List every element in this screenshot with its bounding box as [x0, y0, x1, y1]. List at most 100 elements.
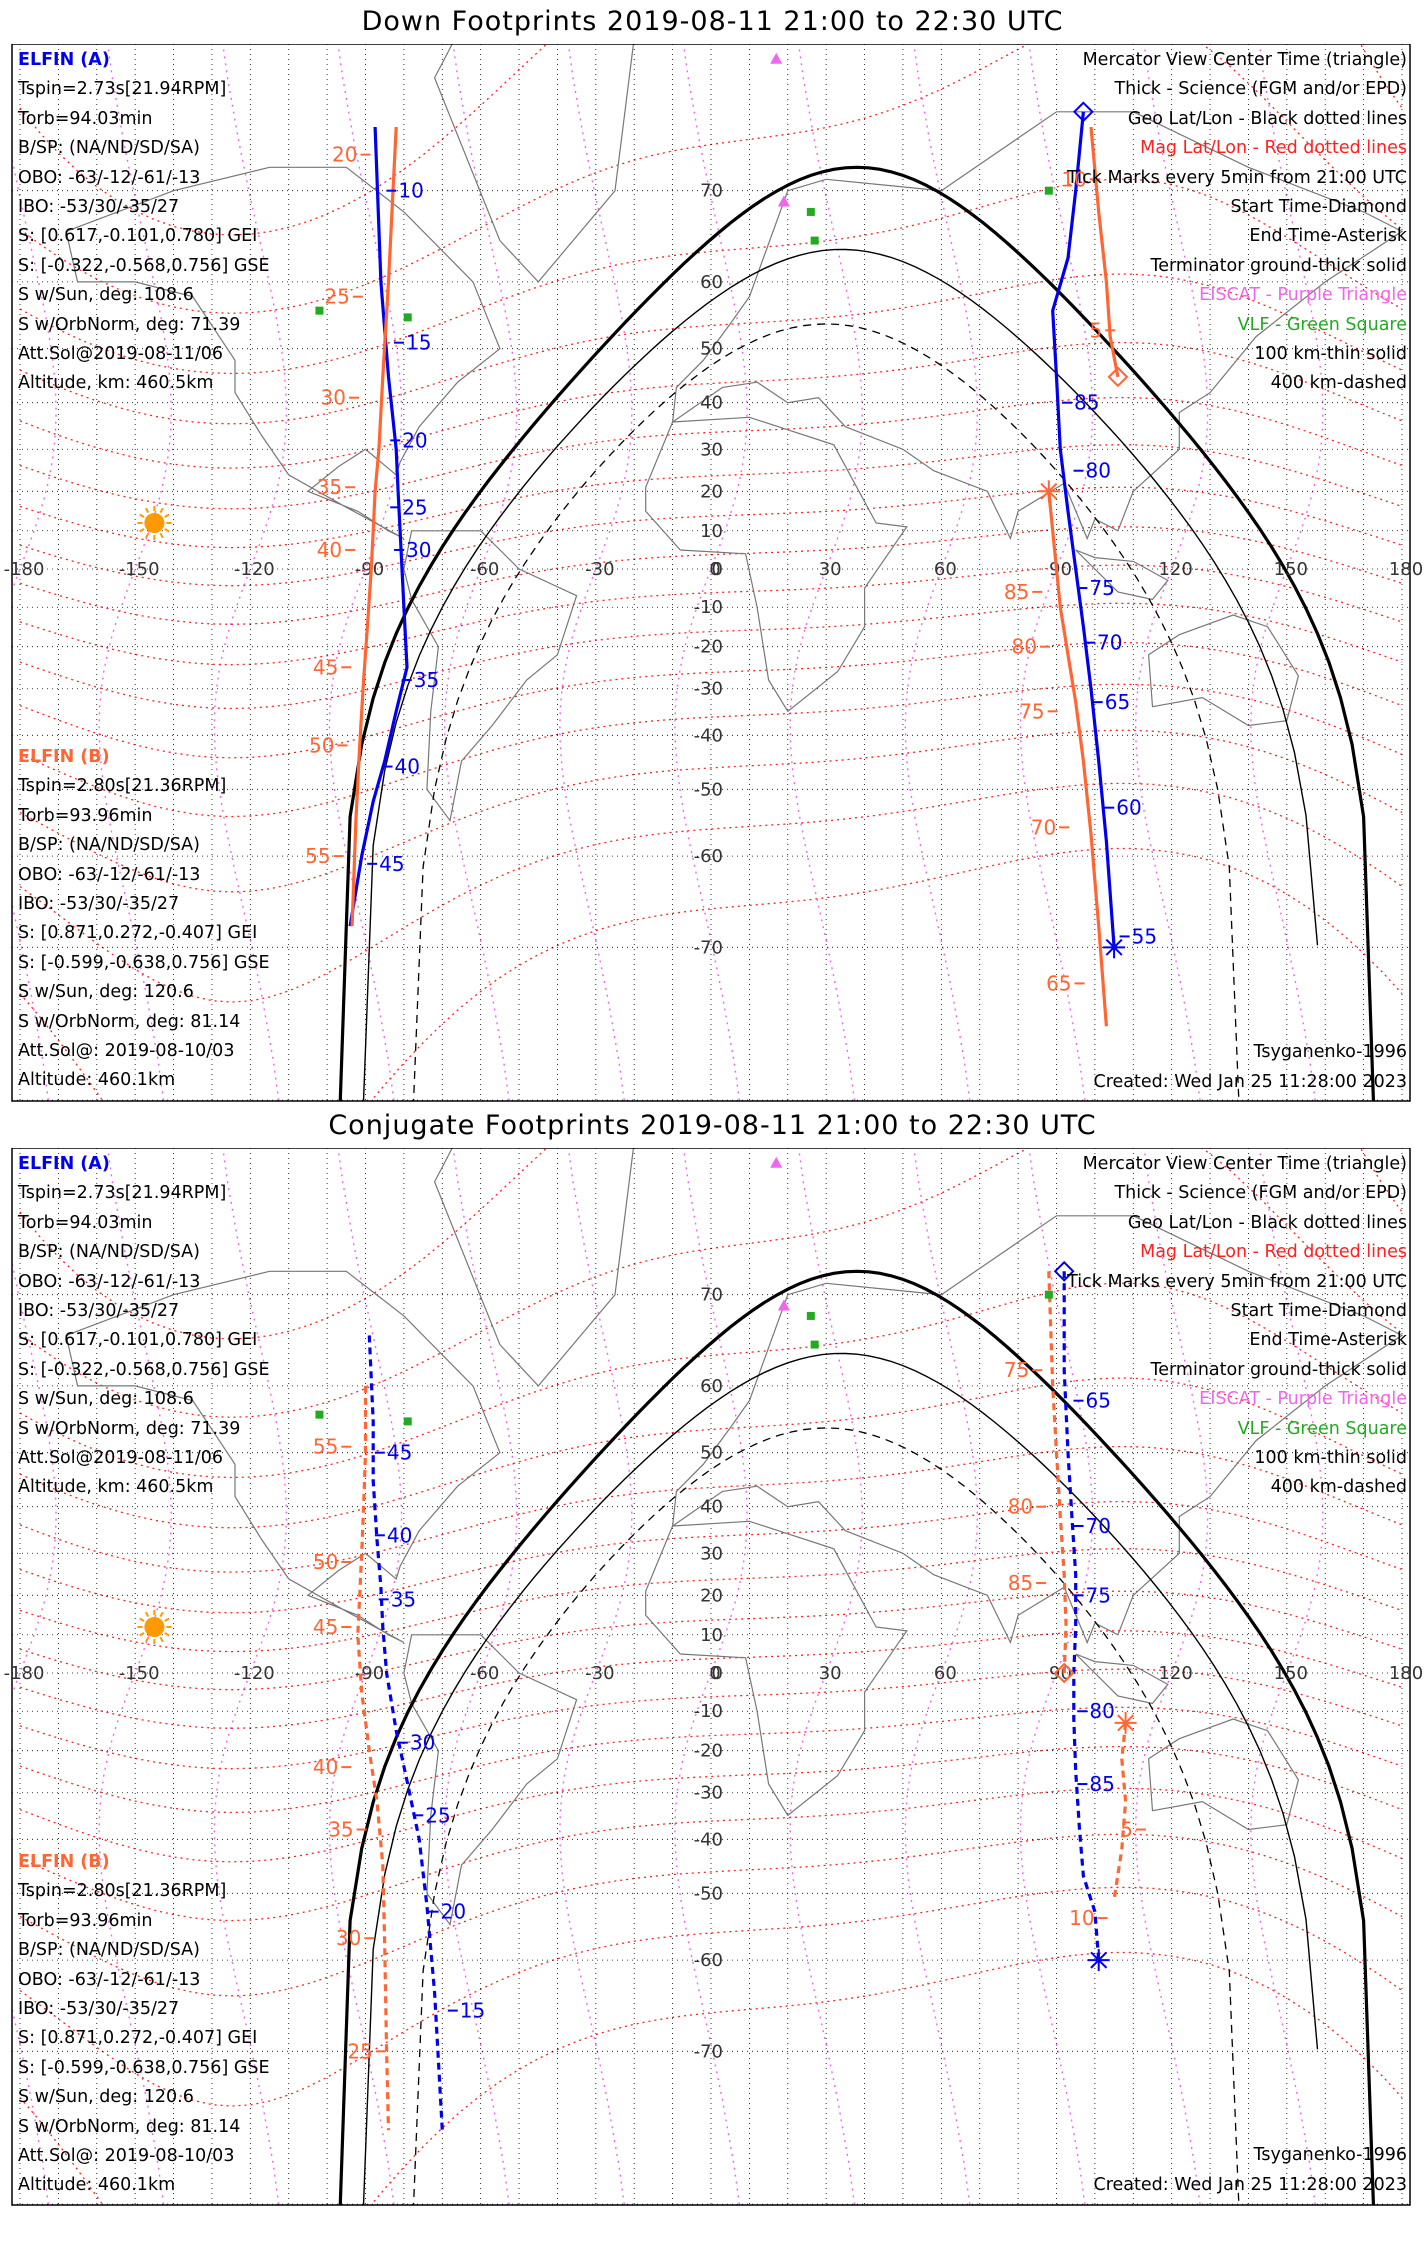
elfin-a-tick-label: 75	[1086, 1583, 1111, 1607]
elfin-b-tick-label: 35	[317, 475, 342, 499]
sun-ray	[164, 528, 170, 533]
asterisk-stroke	[1117, 1714, 1135, 1732]
info-line: OBO: -63/-12/-61/-13	[18, 1969, 201, 1990]
elfin-a-info-conjugate: ELFIN (A) Tspin=2.73s[21.94RPM] Torb=94.03…	[18, 1150, 270, 1503]
terminator-100km	[362, 1352, 1319, 2205]
sun-ray	[139, 528, 145, 533]
map-content	[12, 1148, 1410, 2205]
mag-latitude-line	[19, 1951, 1403, 2205]
info-line: S: [0.617,-0.101,0.780] GEI	[18, 226, 258, 247]
elfin-a-start-diamond	[1053, 1260, 1075, 1282]
info-line: Altitude, km: 460.5km	[18, 1477, 214, 1498]
sun-icon	[137, 506, 172, 541]
longitude-label: -150	[119, 1663, 160, 1684]
eiscat-triangle	[777, 1299, 790, 1311]
longitude-label: 60	[934, 1663, 957, 1684]
mag-latitude-line	[19, 1787, 1403, 1922]
mag-longitude-line	[674, 44, 748, 1101]
mag-longitude-line	[98, 1148, 172, 2205]
terminator-100km	[362, 248, 1319, 1101]
created-label-conjugate: Created: Wed Jan 25 11:28:00 2023	[1093, 2175, 1408, 2195]
latitude-label: -10	[694, 597, 723, 618]
latitude-label: 60	[700, 1376, 723, 1397]
info-line: OBO: -63/-12/-61/-13	[18, 864, 201, 885]
elfin-a-tick-label: 70	[1097, 631, 1122, 655]
longitude-label: -60	[470, 559, 499, 580]
mag-longitude-line	[1250, 44, 1324, 1101]
legend-entry: End Time-Asterisk	[1249, 1330, 1407, 1351]
info-line: OBO: -63/-12/-61/-13	[18, 1271, 201, 1292]
map-down-footprints: -180 -150 -120 -90 -60 -30 0 30 60 90 120 150 180 70 6…	[4, 44, 1423, 1102]
elfin-b-tick-label: 80	[1012, 635, 1037, 659]
longitude-label: -150	[119, 559, 160, 580]
elfin-a-info-down: ELFIN (A) Tspin=2.73s[21.94RPM] Torb=94.03…	[18, 46, 270, 399]
legend-entry: Terminator ground-thick solid	[1150, 255, 1407, 276]
elfin-a-tick-label: 45	[379, 852, 404, 876]
mag-longitude-line	[674, 1148, 748, 2205]
elfin-b-tick-label: 55	[305, 844, 330, 868]
mag-latitude-line	[19, 1833, 1403, 1997]
sun-ray	[159, 1611, 164, 1618]
elfin-a-tick-label: 65	[1105, 690, 1130, 714]
info-line: B/SP: (NA/ND/SD/SA)	[18, 1940, 200, 1961]
mag-longitude-line	[213, 44, 288, 1101]
info-line: S w/OrbNorm, deg: 71.39	[18, 1418, 241, 1439]
elfin-a-tick-label: 85	[1074, 391, 1099, 415]
legend-entry: Geo Lat/Lon - Black dotted lines	[1127, 108, 1407, 129]
elfin-a-tick-label: 75	[1089, 576, 1114, 600]
latitude-label: -70	[694, 937, 723, 958]
latitude-label: 70	[700, 181, 723, 202]
info-line: Torb=94.03min	[18, 1212, 153, 1233]
elfin-b-tick-label: 45	[313, 655, 338, 679]
legend-entry: Tick Marks every 5min from 21:00 UTC	[1067, 1271, 1407, 1292]
elfin-a-tick-label: 60	[1116, 796, 1141, 820]
mag-longitude-line	[443, 44, 518, 1101]
info-line: IBO: -53/30/-35/27	[18, 196, 180, 217]
coastline	[1075, 549, 1169, 601]
elfin-a-tick-label: 85	[1089, 1772, 1114, 1796]
mag-longitude-line	[1134, 44, 1209, 1101]
elfin-b-start-diamond	[1107, 366, 1129, 388]
legend-entry: Start Time-Diamond	[1230, 1300, 1407, 1321]
elfin-b-track	[1047, 491, 1108, 1027]
elfin-b-tick-label: 50	[313, 1550, 338, 1574]
elfin-a-tick-label: 25	[402, 495, 427, 519]
legend-entry: Thick - Science (FGM and/or EPD)	[1114, 79, 1407, 100]
elfin-b-tick-label: 25	[324, 285, 349, 309]
elfin-a-tick-label: 15	[406, 331, 431, 355]
legend-entry: Thick - Science (FGM and/or EPD)	[1114, 1183, 1407, 1204]
sun-disc	[144, 513, 165, 534]
latitude-label: 0	[712, 559, 723, 580]
latitude-label: -20	[694, 637, 723, 658]
elfin-b-tick-label: 40	[317, 538, 342, 562]
mag-latitude-line	[19, 273, 1403, 425]
mag-latitude-line	[19, 1500, 1403, 1614]
elfin-b-start-diamond	[1053, 1662, 1075, 1684]
legend-entry: Mag Lat/Lon - Red dotted lines	[1140, 1242, 1407, 1263]
elfin-b-end-asterisk	[1114, 1711, 1137, 1734]
eiscat-triangle	[770, 52, 783, 64]
vlf-square	[403, 1417, 412, 1426]
info-line: S: [0.871,0.272,-0.407] GEI	[18, 923, 258, 944]
elfin-a-tick-label: 35	[391, 1587, 416, 1611]
mag-longitude-line	[904, 44, 979, 1101]
latitude-label: -60	[694, 846, 723, 867]
latitude-label: 10	[700, 521, 723, 542]
elfin-b-info-down: ELFIN (B) Tspin=2.80s[21.36RPM] Torb=93.96…	[18, 743, 270, 1096]
legend-entry: EISCAT - Purple Triangle	[1199, 285, 1407, 306]
elfin-a-end-asterisk	[1087, 1949, 1110, 1972]
mag-latitude-line	[19, 729, 1403, 893]
legend-entry: 100 km-thin solid	[1254, 1447, 1407, 1468]
satellite-name: ELFIN (B)	[18, 747, 110, 767]
created-label-down: Created: Wed Jan 25 11:28:00 2023	[1093, 1072, 1408, 1092]
sun-ray	[144, 532, 150, 539]
info-line: IBO: -53/30/-35/27	[18, 893, 180, 914]
sun-ray	[139, 1632, 145, 1637]
legend-conjugate: Mercator View Center Time (triangle) Thic…	[1067, 1150, 1407, 1503]
info-line: Torb=93.96min	[18, 1910, 153, 1931]
elfin-a-track	[1051, 111, 1116, 948]
elfin-b-tick-label: 10	[1069, 1906, 1094, 1930]
elfin-b-tick-label: 5	[1090, 318, 1103, 342]
sun-ray	[159, 507, 164, 514]
terminator-400km	[412, 323, 1240, 1101]
